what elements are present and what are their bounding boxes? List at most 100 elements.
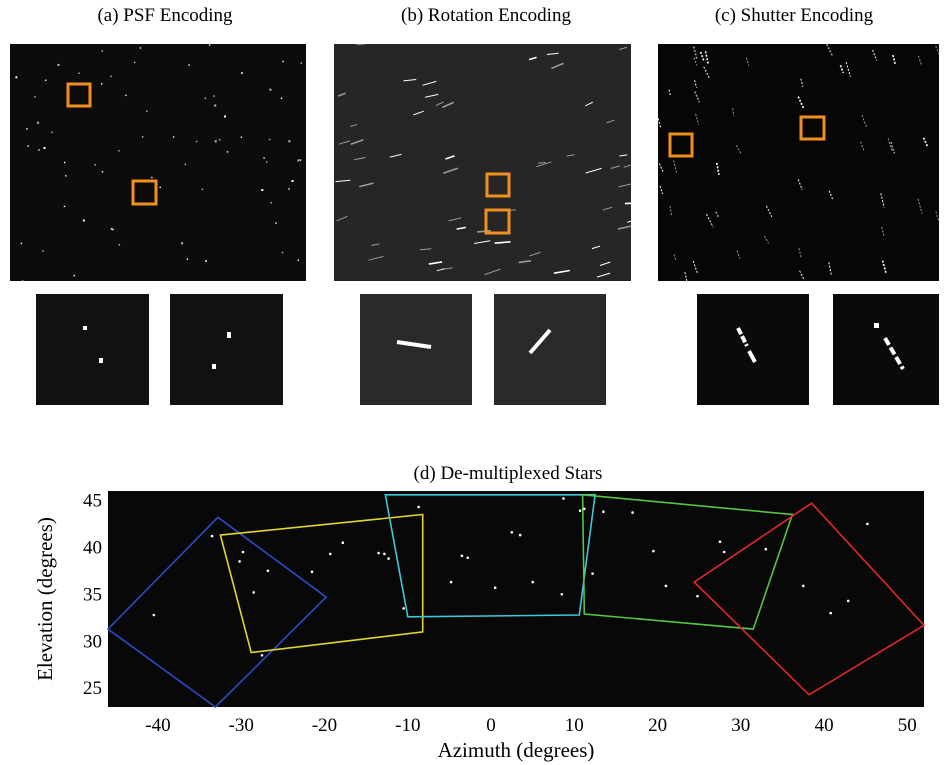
field-streak [797, 179, 803, 191]
field-star [226, 151, 229, 153]
shutter-highlight-boxes [668, 115, 826, 158]
field-streak [887, 138, 893, 152]
field-star [261, 189, 264, 191]
field-of-view-outlines [106, 493, 926, 709]
star-point [829, 611, 832, 615]
star-point [417, 505, 420, 509]
field-streak [735, 145, 742, 155]
field-star [214, 104, 217, 107]
field-star [38, 149, 40, 151]
field-star [125, 94, 127, 97]
field-streak [368, 255, 384, 261]
field-streak [703, 66, 711, 80]
field-star [20, 242, 23, 245]
x-tick-label: -10 [395, 715, 420, 736]
star-point [460, 554, 464, 558]
fov-outline [581, 493, 794, 630]
y-tick-label: 40 [83, 537, 102, 558]
shutter-zoom-2 [833, 294, 939, 405]
field-streak [585, 101, 594, 107]
psf-star-field [15, 44, 302, 281]
field-star [266, 161, 268, 163]
field-streak [442, 101, 455, 109]
field-streak [585, 167, 602, 174]
chart-title: (d) De-multiplexed Stars [414, 463, 603, 484]
field-star [57, 63, 60, 66]
field-streak [839, 65, 845, 74]
field-streak [706, 213, 714, 228]
field-star [205, 260, 207, 263]
field-star [34, 96, 36, 98]
highlight-box [668, 132, 694, 158]
field-streak [484, 268, 501, 276]
field-streak [354, 157, 366, 161]
field-streak [715, 211, 720, 219]
shutter-encoding-image [658, 44, 939, 281]
field-streak [825, 44, 834, 57]
field-star [65, 175, 67, 177]
highlight-box [484, 208, 511, 235]
field-star [291, 180, 294, 182]
x-tick-label: 40 [815, 715, 834, 736]
x-tick-label: 0 [486, 715, 496, 736]
shutter-star-field [658, 44, 939, 281]
star-point [696, 594, 699, 598]
field-star [213, 95, 215, 97]
rotation-encoding-image [334, 44, 631, 281]
field-streak [692, 46, 698, 60]
field-star [241, 72, 243, 75]
field-streak [845, 61, 851, 77]
psf-highlight-boxes [66, 82, 158, 206]
star-point [652, 549, 655, 553]
fov-outline [219, 513, 424, 654]
y-tick-label: 45 [83, 490, 102, 511]
field-streak [619, 154, 628, 157]
star-point [238, 560, 241, 563]
field-streak [551, 62, 564, 70]
x-tick-label: 50 [898, 715, 917, 736]
field-streak [536, 161, 552, 168]
star-point [241, 550, 245, 554]
field-streak [610, 165, 621, 169]
field-streak [880, 193, 885, 208]
star-point [664, 584, 668, 588]
field-star [181, 242, 184, 245]
field-streak [917, 198, 923, 214]
field-streak [861, 115, 868, 129]
field-star [201, 188, 204, 190]
field-streak [828, 190, 834, 200]
shutter-zoom-1-streak [736, 327, 757, 363]
field-streak [694, 91, 701, 103]
field-streak [860, 141, 865, 151]
field-streak [371, 243, 380, 246]
rotation-zoom-2-streak [528, 328, 552, 355]
star-point [583, 507, 586, 511]
field-star [288, 188, 290, 190]
field-star [263, 157, 265, 159]
field-streak [356, 44, 367, 46]
field-streak [699, 51, 706, 63]
field-star [78, 72, 80, 74]
star-point [377, 551, 380, 555]
field-star [146, 110, 148, 112]
field-star [280, 97, 283, 99]
field-streak [798, 248, 802, 258]
field-streak [659, 185, 664, 195]
field-star [184, 163, 187, 165]
fov-outline [106, 516, 328, 709]
field-star [275, 222, 277, 224]
field-streak [658, 118, 662, 129]
field-star [64, 161, 66, 164]
fov-outline [692, 502, 926, 696]
star-point [341, 541, 345, 544]
star-point [260, 654, 264, 657]
field-star [186, 258, 189, 260]
field-streak [693, 57, 698, 66]
field-star [43, 147, 46, 149]
field-streak [528, 56, 537, 61]
field-streak [892, 54, 896, 65]
plot-area [108, 491, 924, 707]
field-star [300, 62, 302, 64]
field-star [219, 139, 221, 141]
field-star [101, 50, 103, 52]
